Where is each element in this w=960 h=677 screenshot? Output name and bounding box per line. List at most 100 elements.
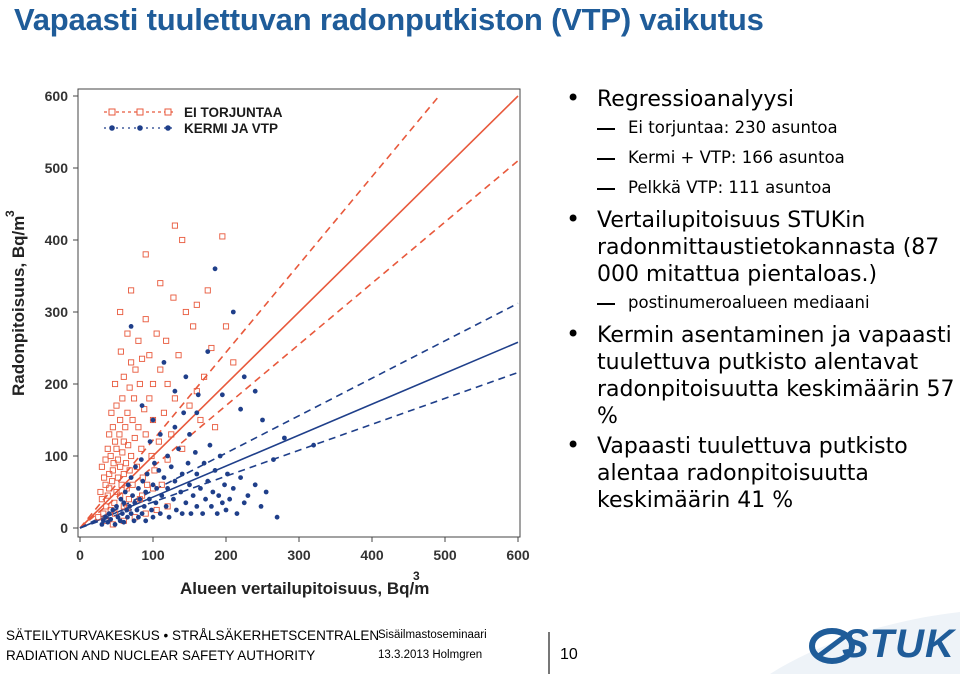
x-tick-label: 500 — [433, 547, 457, 563]
sub-bullet-item: Pelkkä VTP: 111 asuntoa — [566, 177, 956, 199]
kermi-vtp-point — [128, 324, 134, 329]
kermi-vtp-point — [230, 309, 236, 315]
x-axis-label-sup: 3 — [413, 569, 420, 583]
kermi-vtp-point — [263, 489, 269, 495]
ei-torjuntaa-point — [136, 380, 143, 388]
ei-torjuntaa-point — [138, 445, 145, 452]
kermi-vtp-point — [118, 496, 124, 502]
kermi-vtp-point — [147, 439, 153, 444]
kermi-vtp-point — [179, 471, 185, 477]
kermi-vtp-point — [110, 507, 116, 513]
ei-torjuntaa-point — [124, 409, 131, 416]
kermi-vtp-point — [176, 446, 181, 452]
ei-torjuntaa-point — [146, 395, 153, 402]
ei-torjuntaa-point — [193, 301, 200, 308]
ei-torjuntaa-point — [124, 330, 131, 337]
ei-torjuntaa-point — [222, 323, 230, 330]
ei-torjuntaa-point — [179, 236, 186, 244]
sub-bullet-item: Ei torjuntaa: 230 asuntoa — [566, 117, 956, 139]
kermi-vtp-point — [311, 442, 316, 448]
kermi-vtp-point — [238, 475, 244, 480]
ei-torjuntaa-point — [98, 496, 105, 503]
kermi-vtp-point — [117, 518, 123, 524]
y-tick-label: 200 — [45, 376, 69, 392]
kermi-vtp-point — [200, 511, 206, 516]
ei-torjuntaa-point — [182, 308, 189, 316]
legend-marker-circle — [137, 125, 143, 131]
ei-torjuntaa-point — [109, 467, 116, 474]
ei-torjuntaa-point — [157, 280, 164, 287]
bullet-item: Vapaasti tuulettuva putkisto alentaa rad… — [566, 432, 956, 514]
kermi-vtp-point — [150, 482, 156, 488]
kermi-vtp-point — [210, 489, 216, 495]
kermi-vtp-point — [124, 507, 130, 513]
kermi-vtp-point — [125, 482, 131, 488]
kermi-vtp-point — [216, 493, 222, 498]
ei-torjuntaa-point — [117, 348, 124, 355]
ei-torjuntaa-point — [158, 481, 165, 488]
ei-torjuntaa-point — [155, 438, 162, 445]
kermi-vtp-point — [194, 504, 200, 509]
kermi-vtp-point — [134, 507, 140, 513]
kermi-vtp-point — [141, 504, 147, 509]
kermi-vtp-point — [153, 500, 159, 506]
ei-torjuntaa-point — [148, 452, 155, 460]
ei-torjuntaa-point — [101, 474, 108, 481]
kermi-vtp-point — [106, 511, 112, 516]
kermi-vtp-point — [201, 460, 207, 466]
kermi-vtp-point — [271, 457, 276, 462]
bullet-item: Vertailupitoisuus STUKin radonmittaustie… — [566, 206, 956, 288]
kermi-vtp-point — [137, 496, 143, 502]
kermi-vtp-point — [119, 511, 125, 516]
ei-torjuntaa-point — [219, 233, 226, 240]
kermi-vtp-point — [187, 432, 192, 437]
kermi-vtp-point — [168, 464, 174, 470]
page-number: 10 — [560, 646, 578, 663]
y-tick-label: 0 — [60, 520, 68, 536]
ei-torjuntaa-point — [128, 359, 135, 366]
ei-torjuntaa-point — [153, 330, 160, 337]
x-tick-label: 400 — [360, 547, 384, 563]
kermi-vtp-point — [163, 504, 169, 509]
kermi-vtp-point — [121, 519, 127, 525]
ei-torjuntaa-point — [201, 373, 208, 380]
ei-torjuntaa-point — [111, 499, 118, 506]
ei-torjuntaa-point — [129, 416, 136, 424]
ei-torjuntaa-point — [170, 294, 177, 301]
kermi-vtp-point — [225, 471, 230, 477]
ei-torjuntaa-point — [128, 287, 135, 294]
bullet-item: Kermin asentaminen ja vapaasti tuulettuv… — [566, 321, 956, 430]
x-tick-label: 100 — [141, 547, 165, 563]
kermi-vtp-point — [128, 475, 134, 480]
y-tick-label: 100 — [45, 448, 69, 464]
kermi-vtp-point — [161, 360, 167, 365]
x-tick-label: 200 — [214, 547, 238, 563]
ei-torjuntaa-point — [111, 510, 119, 517]
kermi-vtp-point — [212, 468, 218, 473]
kermi-vtp-point — [227, 496, 233, 502]
ei-torjuntaa-point — [142, 431, 149, 438]
kermi-vtp-ci-lower-line — [79, 371, 519, 529]
ei-torjuntaa-point — [164, 380, 171, 388]
x-tick-label: 600 — [506, 547, 530, 563]
kermi-vtp-point — [195, 392, 201, 398]
kermi-vtp-point — [140, 478, 146, 484]
kermi-vtp-point — [252, 482, 258, 488]
ei-torjuntaa-point — [128, 452, 135, 460]
kermi-vtp-point — [212, 266, 218, 272]
kermi-vtp-point — [149, 507, 154, 513]
ei-torjuntaa-point — [163, 337, 170, 344]
ei-torjuntaa-point — [106, 485, 113, 492]
kermi-vtp-point — [179, 511, 185, 516]
kermi-vtp-point — [150, 514, 156, 520]
ei-torjuntaa-point — [144, 481, 151, 488]
ei-torjuntaa-point — [98, 463, 105, 470]
ei-torjuntaa-point — [160, 409, 168, 416]
ei-torjuntaa-point — [107, 452, 114, 460]
ei-torjuntaa-point — [125, 496, 132, 503]
kermi-vtp-point — [241, 500, 247, 506]
ei-torjuntaa-point — [171, 222, 178, 229]
ei-torjuntaa-point — [130, 395, 138, 402]
ei-torjuntaa-point — [120, 438, 127, 445]
ei-torjuntaa-point — [108, 409, 115, 416]
